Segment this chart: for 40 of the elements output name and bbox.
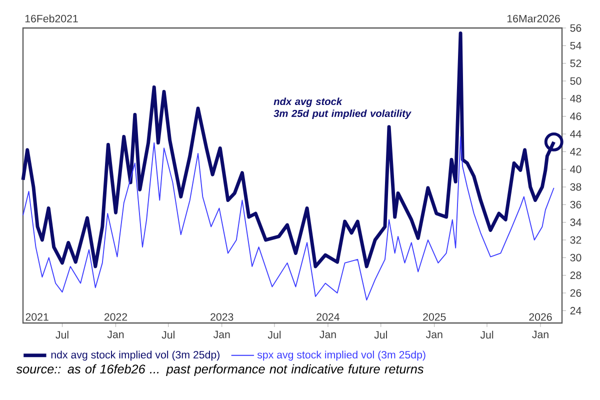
y-tick-label: 44 bbox=[570, 130, 582, 138]
x-tick-label: Jul bbox=[162, 330, 174, 339]
legend-label: ndx avg stock implied vol (3m 25dp) bbox=[51, 350, 220, 361]
y-tick-label: 48 bbox=[570, 94, 582, 102]
y-tick-label: 30 bbox=[570, 254, 582, 262]
y-tick-label: 56 bbox=[570, 24, 582, 32]
y-tick-label: 36 bbox=[570, 200, 582, 208]
x2-tick-label: 2023 bbox=[210, 313, 234, 321]
y-tick-label: 28 bbox=[570, 272, 582, 280]
y-tick-label: 54 bbox=[570, 42, 582, 50]
x-tick-label: Jan bbox=[320, 330, 336, 338]
y-tick-label: 50 bbox=[570, 77, 582, 85]
x-tick-label: Jan bbox=[426, 330, 442, 338]
y-tick-label: 24 bbox=[570, 306, 582, 314]
source-note: source:: as of 16feb26 ... past performance not indicative future returns bbox=[16, 364, 424, 376]
y-tick-label: 32 bbox=[570, 236, 582, 244]
y-tick-label: 26 bbox=[570, 289, 582, 297]
y-tick-label: 34 bbox=[570, 218, 582, 226]
text: 16Mar2026 bbox=[507, 14, 560, 22]
x-tick-label: Jan bbox=[532, 330, 548, 338]
x-tick-label: Jul bbox=[268, 330, 281, 339]
x2-tick-label: 2024 bbox=[316, 313, 340, 321]
x2-tick-label: 2022 bbox=[104, 313, 128, 321]
legend-label: spx avg stock implied vol (3m 25dp) bbox=[257, 350, 426, 361]
annotation: ndx avg stock 3m 25d put implied volatility bbox=[274, 98, 412, 120]
x-tick-label: Jan bbox=[107, 330, 124, 338]
x2-tick-label: 2021 bbox=[26, 313, 48, 321]
x-tick-label: Jan bbox=[213, 330, 230, 338]
y-tick-label: 38 bbox=[570, 183, 582, 191]
y-tick-label: 42 bbox=[570, 148, 582, 156]
x2-tick-label: 2026 bbox=[529, 313, 552, 321]
x-tick-label: Jul bbox=[480, 330, 494, 339]
text: 16Feb2021 bbox=[25, 14, 78, 22]
y-tick-label: 40 bbox=[570, 166, 582, 174]
x-tick-label: Jul bbox=[374, 330, 387, 339]
x2-tick-label: 2025 bbox=[423, 313, 446, 321]
y-tick-label: 46 bbox=[570, 112, 582, 120]
y-tick-label: 52 bbox=[570, 60, 582, 68]
x-tick-label: Jul bbox=[56, 330, 68, 339]
line-series bbox=[22, 136, 554, 301]
